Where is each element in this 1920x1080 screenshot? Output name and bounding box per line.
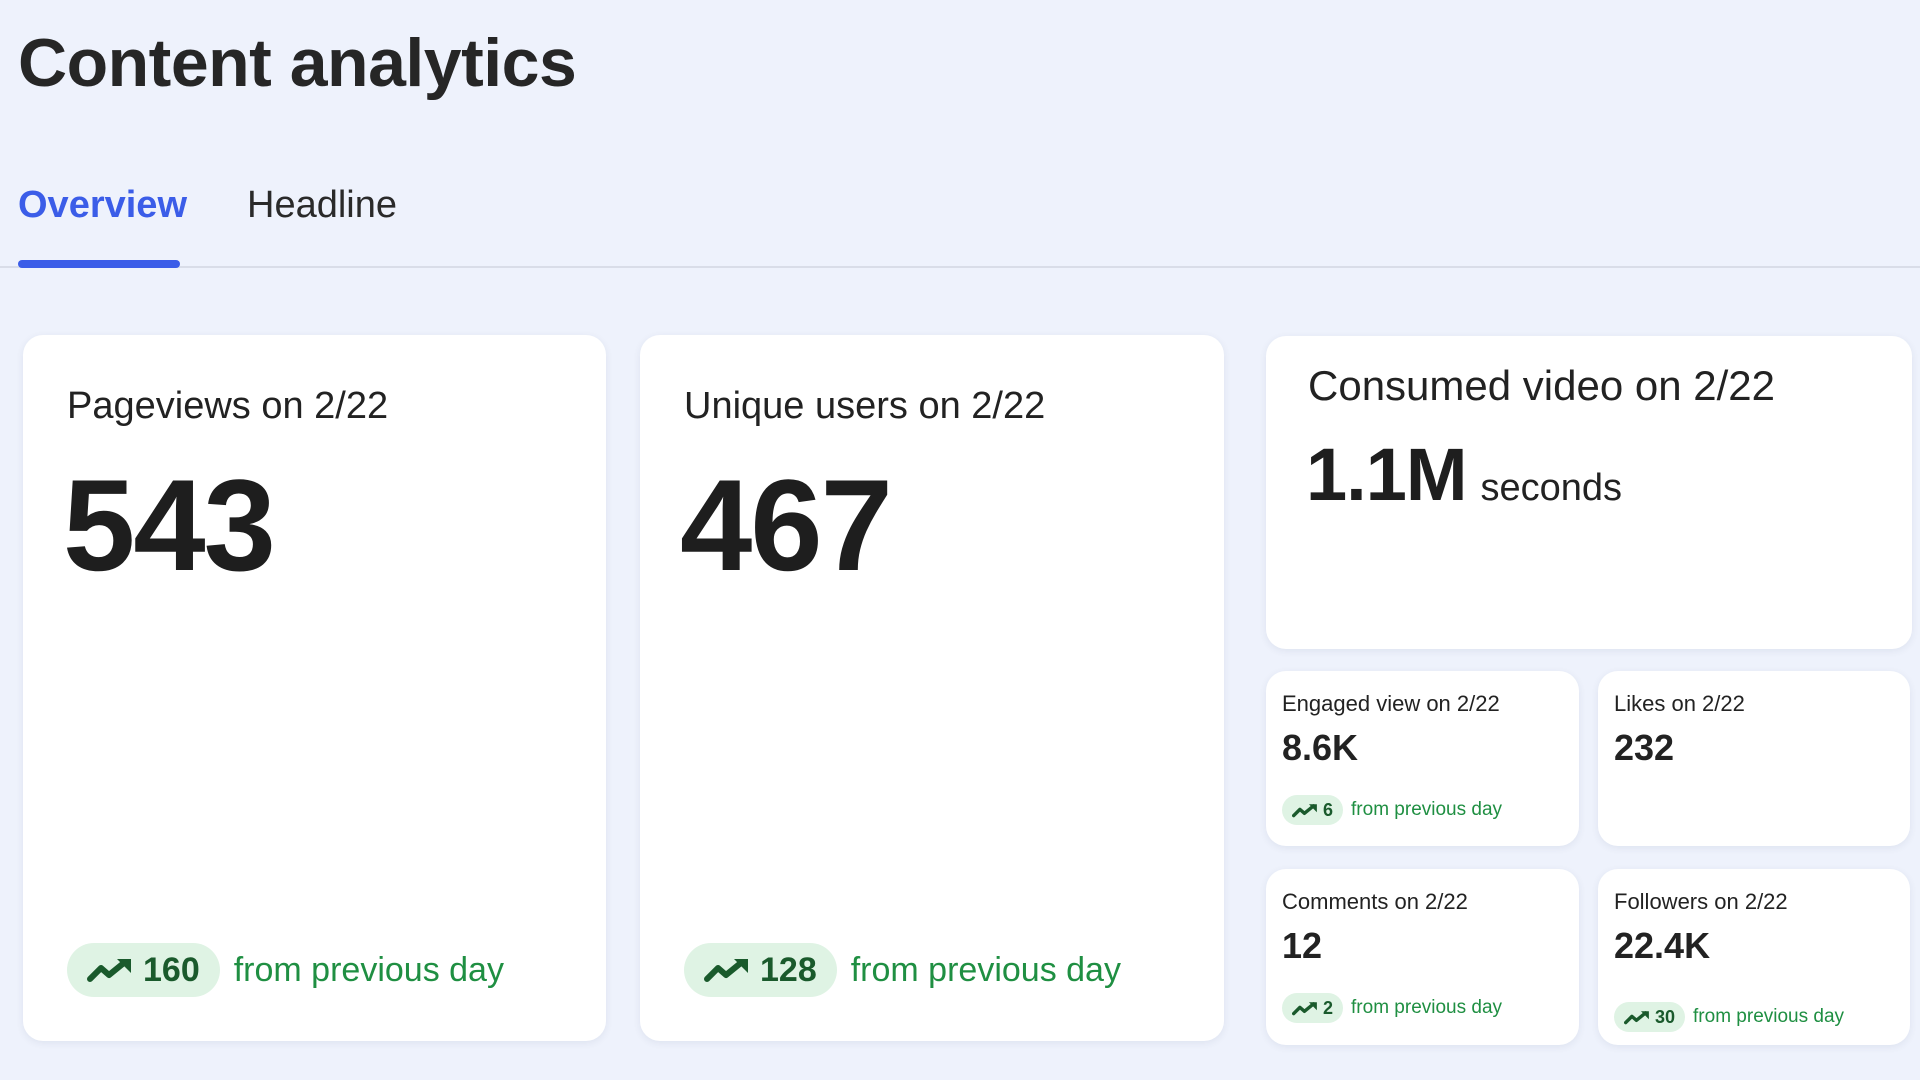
comments-label: Comments on 2/22 xyxy=(1282,889,1468,914)
engaged-view-delta-badge: 6 xyxy=(1282,795,1344,825)
followers-card: Followers on 2/22 22.4K 30 from previous… xyxy=(1598,869,1910,1045)
engaged-view-label: Engaged view on 2/22 xyxy=(1282,691,1500,716)
engaged-view-delta: 6 xyxy=(1323,799,1334,820)
pageviews-delta-text: from previous day xyxy=(233,950,504,989)
trend-up-icon xyxy=(1292,1001,1317,1015)
followers-delta: 30 xyxy=(1655,1006,1676,1027)
page-title: Content analytics xyxy=(18,25,577,101)
unique-users-trend: 128 from previous day xyxy=(684,943,1121,997)
consumed-video-unit: seconds xyxy=(1480,467,1623,509)
unique-users-delta: 128 xyxy=(760,950,817,989)
followers-label: Followers on 2/22 xyxy=(1614,889,1788,914)
comments-delta-badge: 2 xyxy=(1282,993,1344,1023)
engaged-view-card: Engaged view on 2/22 8.6K 6 from previou… xyxy=(1266,671,1579,846)
unique-users-card: Unique users on 2/22 467 128 from previo… xyxy=(640,335,1224,1041)
followers-trend: 30 from previous day xyxy=(1614,1002,1844,1032)
engaged-view-delta-text: from previous day xyxy=(1351,799,1503,820)
comments-card: Comments on 2/22 12 2 from previous day xyxy=(1266,869,1579,1045)
followers-delta-badge: 30 xyxy=(1614,1002,1686,1032)
pageviews-trend: 160 from previous day xyxy=(67,943,504,997)
trend-up-icon xyxy=(704,959,748,982)
engaged-view-value: 8.6K xyxy=(1282,727,1359,768)
pageviews-delta: 160 xyxy=(143,950,200,989)
followers-value: 22.4K xyxy=(1614,925,1711,966)
consumed-video-label: Consumed video on 2/22 xyxy=(1308,362,1775,409)
comments-trend: 2 from previous day xyxy=(1282,993,1502,1023)
unique-users-value: 467 xyxy=(680,452,893,598)
tab-overview[interactable]: Overview xyxy=(18,184,187,226)
pageviews-card: Pageviews on 2/22 543 160 from previous … xyxy=(23,335,606,1041)
pageviews-delta-badge: 160 xyxy=(67,943,220,997)
likes-label: Likes on 2/22 xyxy=(1614,691,1745,716)
likes-card: Likes on 2/22 232 xyxy=(1598,671,1910,846)
pageviews-value: 543 xyxy=(63,452,276,598)
likes-value: 232 xyxy=(1614,727,1675,768)
unique-users-label: Unique users on 2/22 xyxy=(684,385,1046,427)
consumed-video-card: Consumed video on 2/22 1.1M seconds xyxy=(1266,336,1912,649)
tab-headline[interactable]: Headline xyxy=(247,184,397,226)
consumed-video-value-row: 1.1M seconds xyxy=(1306,432,1622,517)
pageviews-label: Pageviews on 2/22 xyxy=(67,385,389,427)
followers-delta-text: from previous day xyxy=(1693,1006,1845,1027)
trend-up-icon xyxy=(1624,1010,1649,1024)
comments-delta: 2 xyxy=(1323,997,1334,1018)
engaged-view-trend: 6 from previous day xyxy=(1282,795,1502,825)
comments-delta-text: from previous day xyxy=(1351,997,1503,1018)
trend-up-icon xyxy=(1292,803,1317,817)
unique-users-delta-text: from previous day xyxy=(850,950,1121,989)
consumed-video-value: 1.1M xyxy=(1306,433,1468,516)
comments-value: 12 xyxy=(1282,925,1323,966)
trend-up-icon xyxy=(87,959,131,982)
active-tab-indicator xyxy=(18,260,180,268)
unique-users-delta-badge: 128 xyxy=(684,943,837,997)
tab-bar: Overview Headline xyxy=(0,176,1920,268)
